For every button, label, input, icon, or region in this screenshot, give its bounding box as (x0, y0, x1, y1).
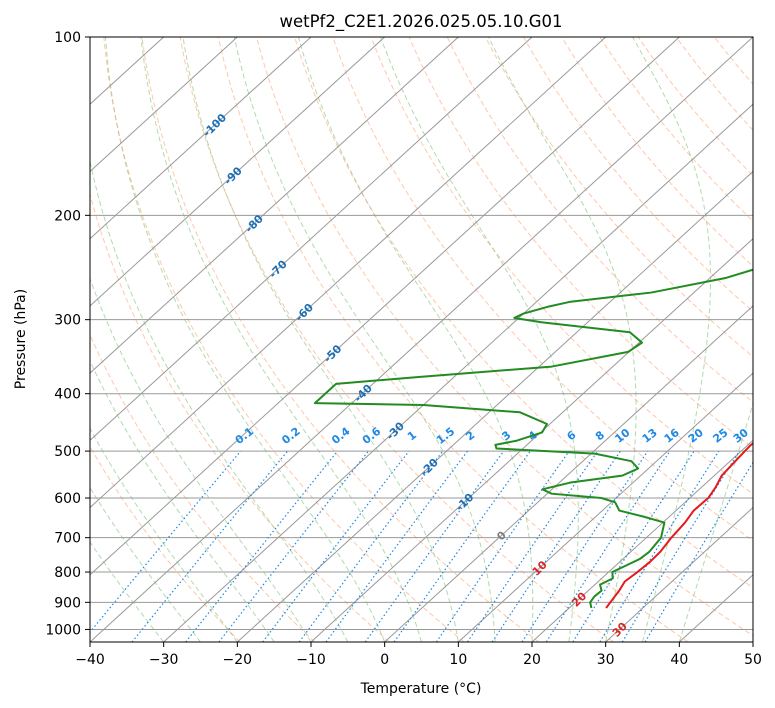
moist-adiabat (140, 37, 422, 642)
isotherm-line (605, 506, 753, 642)
mixing-ratio-line (393, 450, 531, 642)
y-tick-label: 200 (54, 208, 81, 224)
moist-adiabat (488, 37, 637, 642)
mixing-ratio-line (545, 450, 671, 642)
y-tick-label: 400 (54, 387, 81, 403)
dry-adiabat (141, 37, 540, 642)
moist-adiabat (90, 158, 349, 642)
x-tick-label: 40 (670, 652, 688, 668)
dry-adiabat (370, 37, 753, 495)
sounding-series (313, 268, 753, 609)
dry-adiabat (637, 37, 753, 177)
y-axis-ticks: 100 200 300 400 500 600 700 800 900 1000 (45, 30, 90, 638)
dry-adiabat (332, 37, 753, 542)
mixing-ratio-line (185, 450, 339, 642)
isotherm-line (531, 439, 753, 642)
dry-adiabat (90, 192, 390, 642)
y-tick-label: 1000 (45, 622, 81, 638)
moist-adiabat (678, 401, 753, 642)
x-axis-ticks: −40 −30 −20 −10 0 10 20 30 40 50 (75, 642, 762, 668)
mixing-ratio-label: 36 (751, 426, 771, 446)
mixing-ratio-line (644, 461, 753, 642)
x-tick-label: 50 (744, 652, 762, 668)
moist-adiabat (90, 427, 238, 642)
x-tick-label: 30 (597, 652, 615, 668)
x-axis-label: Temperature (°C) (360, 681, 482, 697)
y-tick-label: 300 (54, 313, 81, 329)
temperature-line (605, 442, 753, 609)
mixing-ratio-line (90, 450, 242, 633)
dry-adiabats (90, 37, 753, 642)
y-axis-label: Pressure (hPa) (13, 289, 29, 389)
isotherm-line (90, 37, 386, 307)
mixing-ratio-line (599, 450, 720, 642)
x-tick-label: −40 (75, 652, 105, 668)
y-tick-label: 900 (54, 595, 81, 611)
dry-adiabat (523, 37, 753, 313)
y-tick-label: 700 (54, 531, 81, 547)
dry-adiabat (599, 37, 753, 222)
mixing-ratio-lines (90, 450, 753, 642)
dry-adiabat (484, 37, 753, 358)
dry-adiabat (217, 37, 689, 642)
isotherm-line (90, 37, 607, 509)
x-tick-label: 20 (523, 652, 541, 668)
moist-adiabat (90, 359, 275, 642)
mixing-ratio-line (621, 450, 740, 642)
dry-adiabat (408, 37, 753, 449)
plot-frame (89, 36, 754, 643)
dry-adiabat (446, 37, 753, 403)
dry-adiabat (255, 37, 753, 637)
dry-adiabat (103, 37, 465, 642)
x-tick-label: −30 (149, 652, 179, 668)
x-tick-label: 0 (380, 652, 389, 668)
isotherm-line (90, 37, 238, 173)
isotherm-line (90, 37, 680, 576)
isotherms (90, 37, 753, 642)
dry-adiabat (179, 37, 614, 642)
y-tick-label: 100 (54, 30, 81, 46)
mixing-ratio-line (467, 450, 599, 642)
isotherm-line (310, 237, 753, 642)
moist-adiabat (297, 37, 534, 642)
moist-adiabat (182, 37, 459, 642)
isotherm-line (90, 37, 459, 374)
y-tick-label: 500 (54, 444, 81, 460)
mixing-ratio-line (131, 450, 289, 642)
chart-title: wetPf2_C2E1.2026.025.05.10.G01 (279, 12, 562, 32)
isotherm-line (457, 372, 753, 642)
y-tick-label: 800 (54, 565, 81, 581)
mixing-ratio-line (364, 450, 505, 642)
isotherm-line (236, 170, 753, 642)
isotherm-line (384, 305, 753, 642)
isotherm-line (90, 37, 312, 240)
isotherm-line (90, 37, 753, 642)
dry-adiabat (294, 37, 753, 589)
dry-adiabat (90, 333, 316, 642)
x-tick-label: 10 (449, 652, 467, 668)
dewpoint-line (313, 268, 753, 609)
x-tick-label: −20 (223, 652, 253, 668)
moist-adiabat (380, 37, 579, 642)
mixing-ratio-line (218, 450, 369, 642)
moist-adiabat (233, 37, 496, 642)
mixing-ratio-line (262, 450, 410, 642)
y-tick-label: 600 (54, 491, 81, 507)
mixing-ratio-line (572, 450, 695, 642)
isotherm-line (163, 103, 753, 642)
isotherm-line (90, 37, 533, 442)
x-tick-label: −10 (296, 652, 326, 668)
